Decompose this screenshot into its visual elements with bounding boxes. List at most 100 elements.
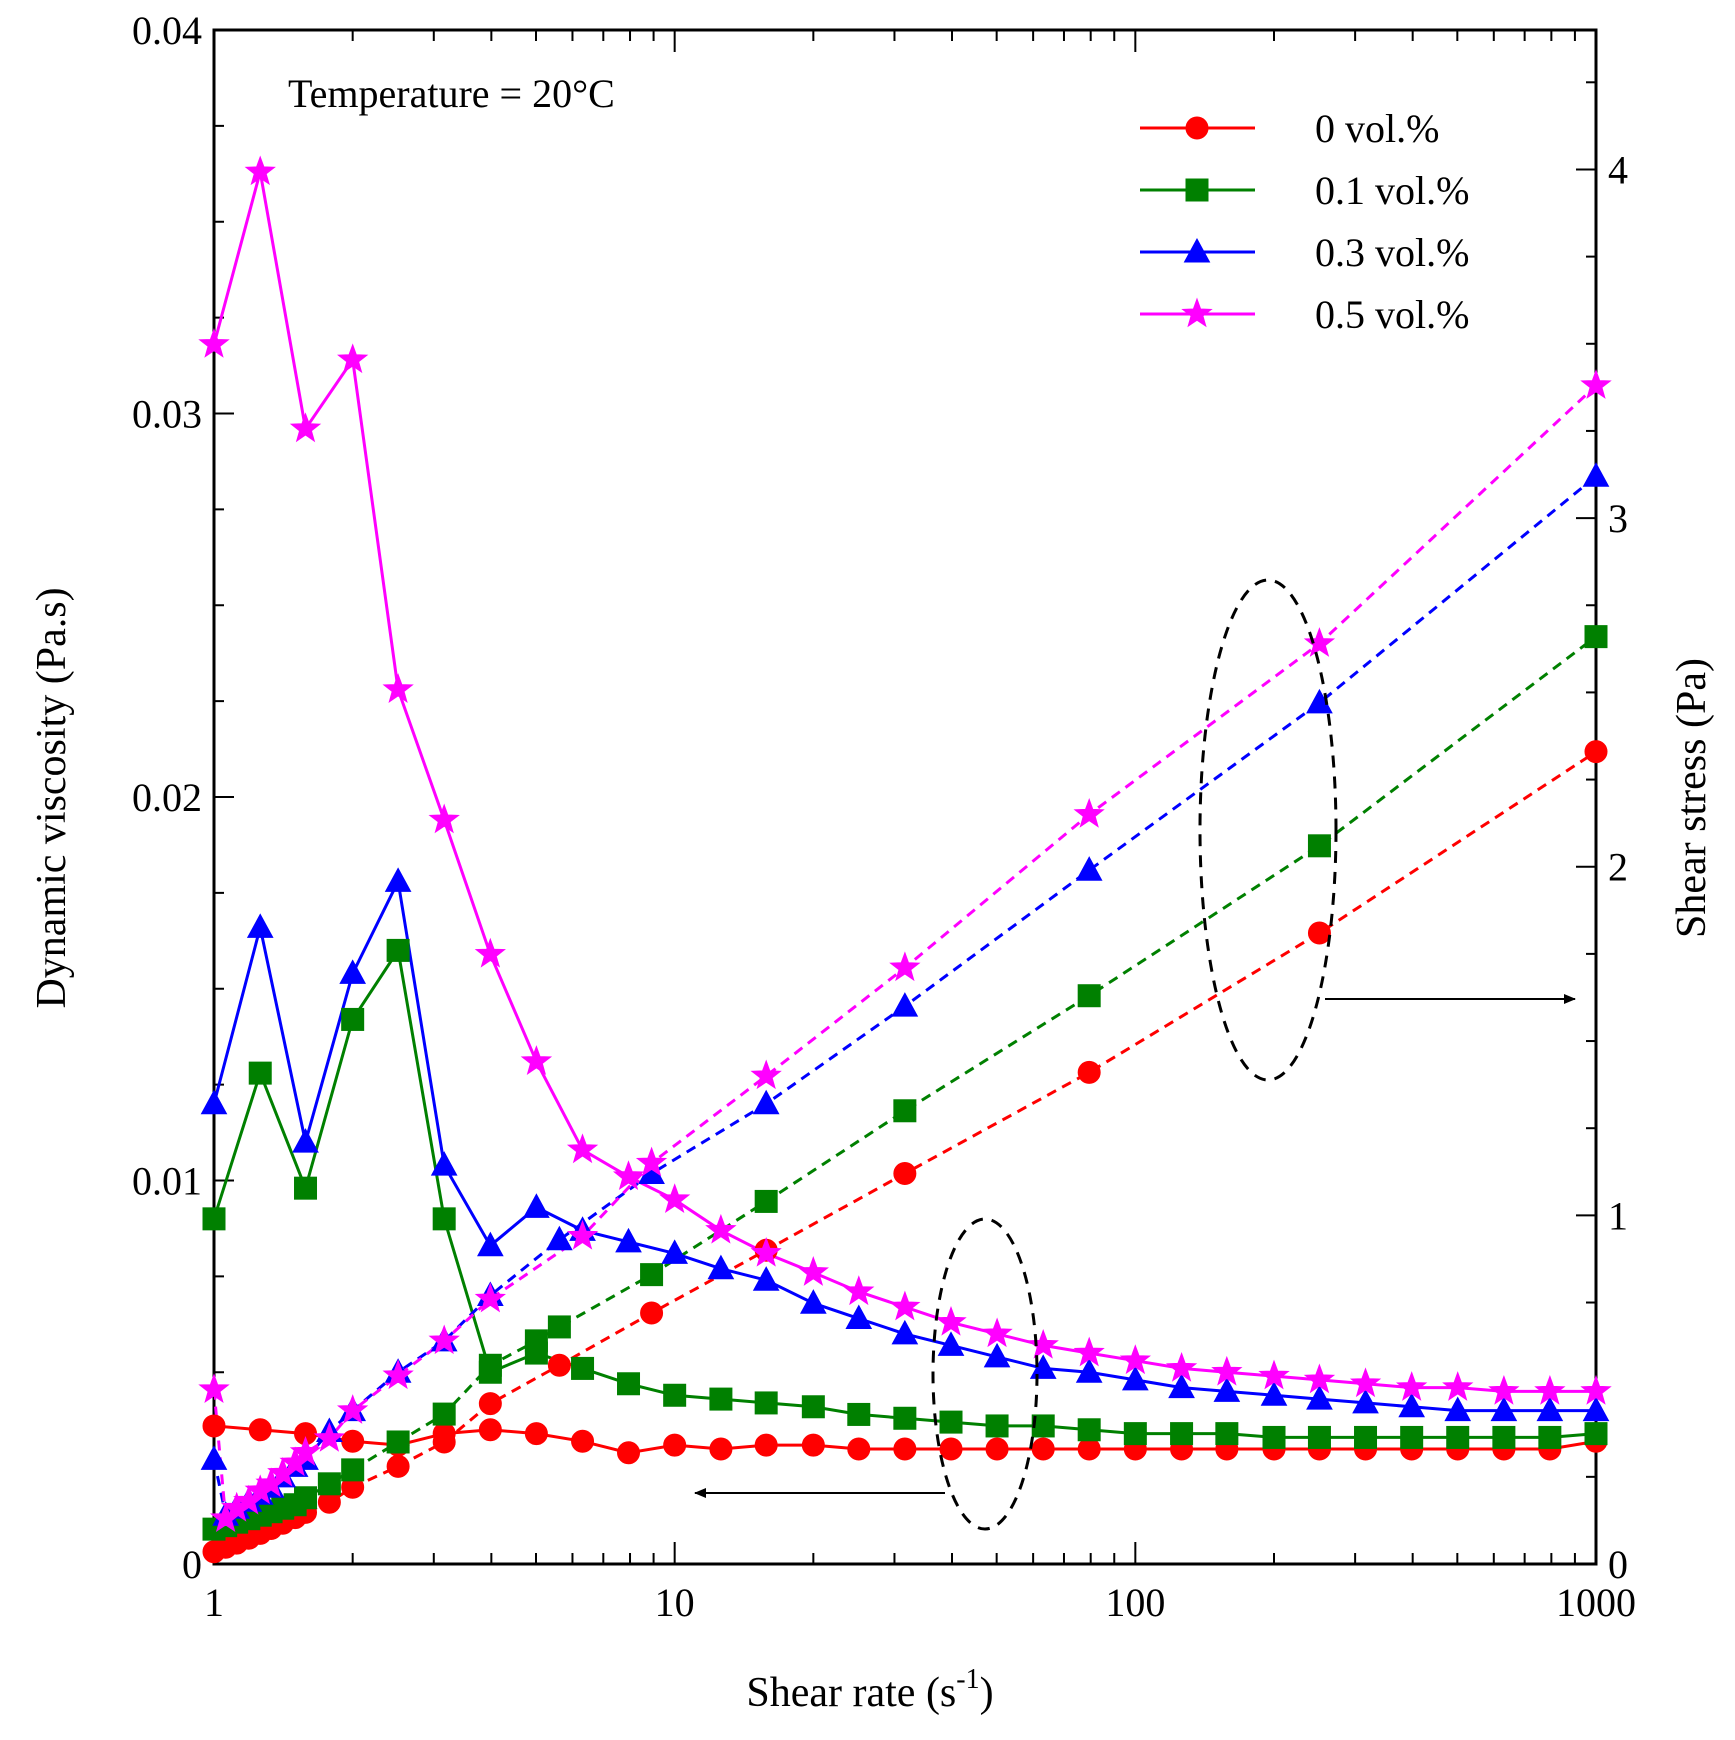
stress-point-0-5-vol xyxy=(474,1282,506,1313)
legend-item-0-vol: 0 vol.% xyxy=(1140,106,1439,151)
viscosity-point-0-3-vol xyxy=(1490,1396,1518,1422)
viscosity-point-0-5-vol xyxy=(1073,1336,1105,1367)
y-left-tick-label: 0.02 xyxy=(132,775,202,820)
viscosity-point-0-3-vol xyxy=(523,1193,550,1218)
viscosity-point-0-5-vol xyxy=(1442,1371,1474,1401)
viscosity-point-0-5-vol xyxy=(1303,1363,1336,1394)
viscosity-point-0-5-vol xyxy=(1258,1359,1290,1390)
x-tick-label: 1 xyxy=(204,1580,224,1625)
viscosity-point-0-5-vol xyxy=(244,155,276,186)
viscosity-point-0-5-vol xyxy=(1580,1374,1612,1405)
viscosity-point-0-3-vol xyxy=(845,1304,873,1330)
y-axis-right-title: Shear stress (Pa) xyxy=(1669,658,1715,938)
legend-label: 0 vol.% xyxy=(1315,106,1439,151)
viscosity-point-0-3-vol xyxy=(1306,1385,1333,1410)
viscosity-point-0-vol xyxy=(248,1418,272,1442)
legend-swatch-marker xyxy=(1183,237,1211,263)
annotation-group xyxy=(694,578,1576,1531)
viscosity-point-0-1-vol xyxy=(617,1372,641,1396)
viscosity-point-0-1-vol xyxy=(709,1387,733,1411)
viscosity-point-0-1-vol xyxy=(847,1402,871,1426)
viscosity-point-0-5-vol xyxy=(428,803,460,834)
viscosity-point-0-5-vol xyxy=(750,1236,782,1267)
stress-point-0-vol xyxy=(386,1454,410,1478)
stress-point-0-1-vol xyxy=(1077,984,1101,1008)
viscosity-point-0-5-vol xyxy=(1396,1371,1428,1401)
viscosity-point-0-5-vol xyxy=(705,1213,737,1244)
stress-curves-ellipse xyxy=(1198,578,1338,1082)
stress-point-0-1-vol xyxy=(432,1402,456,1426)
viscosity-point-0-3-vol xyxy=(1582,1396,1610,1422)
stress-point-0-5-vol xyxy=(889,951,921,982)
viscosity-point-0-vol xyxy=(202,1414,226,1438)
y-right-tick-label: 3 xyxy=(1608,496,1628,541)
x-axis: 1 10 100 1000 xyxy=(204,30,1636,1625)
legend-item-0-5-vol: 0.5 vol.% xyxy=(1140,292,1469,337)
viscosity-point-0-3-vol xyxy=(477,1231,504,1257)
viscosity-point-0-5-vol xyxy=(612,1160,645,1190)
viscosity-point-0-1-vol xyxy=(1077,1418,1101,1442)
viscosity-point-0-1-vol xyxy=(1307,1425,1331,1449)
y-axis-left: 0 0.01 0.02 0.03 0.04 xyxy=(132,8,234,1587)
viscosity-point-0-vol xyxy=(939,1437,963,1461)
stress-point-0-5-vol xyxy=(382,1359,414,1390)
stress-point-0-vol xyxy=(1307,921,1331,945)
viscosity-point-0-3-vol xyxy=(246,913,274,938)
x-axis-title-main: Shear rate (s xyxy=(746,1670,956,1716)
x-tick-label: 10 xyxy=(655,1580,695,1625)
viscosity-point-0-5-vol xyxy=(474,937,506,968)
stress-point-0-1-vol xyxy=(893,1099,917,1123)
viscosity-point-0-1-vol xyxy=(1262,1425,1286,1449)
viscosity-point-0-5-vol xyxy=(1211,1355,1243,1386)
viscosity-point-0-1-vol xyxy=(1400,1425,1424,1449)
temperature-annotation: Temperature = 20°C xyxy=(288,71,615,116)
viscosity-point-0-3-vol xyxy=(1352,1388,1379,1414)
stress-point-0-1-vol xyxy=(317,1472,341,1496)
stress-point-0-3-vol xyxy=(200,1445,228,1470)
marker-layer xyxy=(198,155,1612,1564)
viscosity-point-0-1-vol xyxy=(1538,1425,1562,1449)
viscosity-point-0-1-vol xyxy=(985,1414,1009,1438)
viscosity-point-0-vol xyxy=(341,1429,365,1453)
viscosity-point-0-3-vol xyxy=(1075,1358,1103,1383)
viscosity-point-0-3-vol xyxy=(430,1151,458,1176)
x-tick-label: 1000 xyxy=(1556,1580,1636,1625)
viscosity-point-0-1-vol xyxy=(1031,1414,1055,1438)
viscosity-point-0-vol xyxy=(847,1437,871,1461)
stress-point-0-vol xyxy=(478,1392,502,1416)
viscosity-point-0-1-vol xyxy=(571,1356,595,1380)
legend-label: 0.1 vol.% xyxy=(1315,168,1469,213)
viscosity-point-0-vol xyxy=(571,1429,595,1453)
stress-point-0-5-vol xyxy=(1073,797,1105,828)
y-right-tick-label: 1 xyxy=(1608,1193,1628,1238)
viscosity-point-0-3-vol xyxy=(1168,1373,1195,1399)
viscosity-point-0-1-vol xyxy=(893,1406,917,1430)
stress-point-0-5-vol xyxy=(313,1422,345,1452)
stress-point-0-3-vol xyxy=(1582,462,1610,487)
stress-point-0-3-vol xyxy=(1075,856,1103,881)
viscosity-point-0-3-vol xyxy=(707,1254,735,1280)
y-left-tick-label: 0.01 xyxy=(132,1159,202,1204)
stress-point-0-5-vol xyxy=(198,1373,230,1403)
viscosity-point-0-5-vol xyxy=(1488,1374,1520,1405)
stress-point-0-1-vol xyxy=(524,1329,548,1353)
viscosity-point-0-3-vol xyxy=(1536,1396,1564,1422)
x-tick-label: 100 xyxy=(1105,1580,1165,1625)
viscosity-point-0-5-vol xyxy=(1349,1367,1382,1398)
stress-point-0-5-vol xyxy=(337,1394,369,1424)
viscosity-point-0-1-vol xyxy=(1492,1425,1516,1449)
y-axis-right: 0 1 2 3 4 xyxy=(1576,81,1628,1587)
viscosity-point-0-3-vol xyxy=(384,867,412,892)
y-left-tick-label: 0.03 xyxy=(132,392,202,437)
stress-point-0-1-vol xyxy=(547,1315,571,1339)
viscosity-point-0-5-vol xyxy=(889,1290,921,1321)
viscosity-point-0-1-vol xyxy=(432,1207,456,1231)
viscosity-point-0-1-vol xyxy=(248,1061,272,1085)
legend-swatch-marker xyxy=(1181,297,1213,328)
viscosity-point-0-1-vol xyxy=(754,1391,778,1415)
series-layer xyxy=(214,171,1596,1554)
stress-point-0-1-vol xyxy=(341,1458,365,1482)
viscosity-point-0-1-vol xyxy=(1446,1425,1470,1449)
legend-item-0-1-vol: 0.1 vol.% xyxy=(1140,168,1469,213)
